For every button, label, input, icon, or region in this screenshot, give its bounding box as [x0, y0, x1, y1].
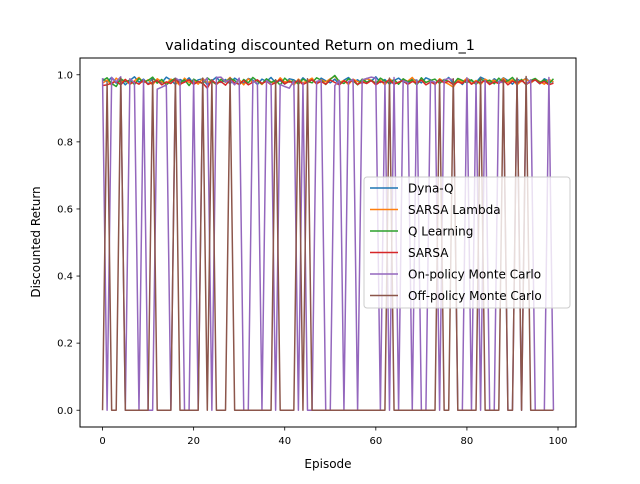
y-tick-label: 0.8 — [57, 137, 73, 148]
legend-box — [363, 176, 571, 309]
legend-label: Dyna-Q — [408, 182, 454, 196]
x-tick-label: 60 — [369, 436, 382, 447]
y-tick-label: 0.0 — [57, 406, 73, 417]
legend-label: SARSA — [408, 246, 449, 260]
x-tick-label: 20 — [187, 436, 200, 447]
y-tick-label: 0.2 — [57, 339, 73, 350]
x-tick-label: 0 — [99, 436, 105, 447]
y-tick-label: 0.6 — [57, 205, 73, 216]
legend-label: Off-policy Monte Carlo — [408, 289, 542, 303]
y-tick-label: 1.0 — [57, 70, 73, 81]
tick-layer: 0 20 40 60 80 100 0.0 0.2 0.4 0.6 0.8 1.0 — [57, 70, 567, 447]
x-tick-label: 80 — [461, 436, 474, 447]
x-tick-label: 40 — [278, 436, 291, 447]
x-tick-label: 100 — [548, 436, 567, 447]
y-tick-label: 0.4 — [57, 272, 73, 283]
chart-title: validating discounted Return on medium_1 — [165, 38, 475, 54]
plot-frame — [79, 57, 577, 428]
x-axis-label: Episode — [304, 457, 351, 471]
legend: Dyna-Q SARSA Lambda Q Learning SARSA On-poli… — [363, 176, 571, 309]
series-line-3 — [102, 78, 554, 89]
legend-label: Q Learning — [408, 225, 473, 239]
legend-label: On-policy Monte Carlo — [408, 268, 541, 282]
y-axis-label: Discounted Return — [29, 186, 43, 297]
legend-label: SARSA Lambda — [408, 203, 501, 217]
